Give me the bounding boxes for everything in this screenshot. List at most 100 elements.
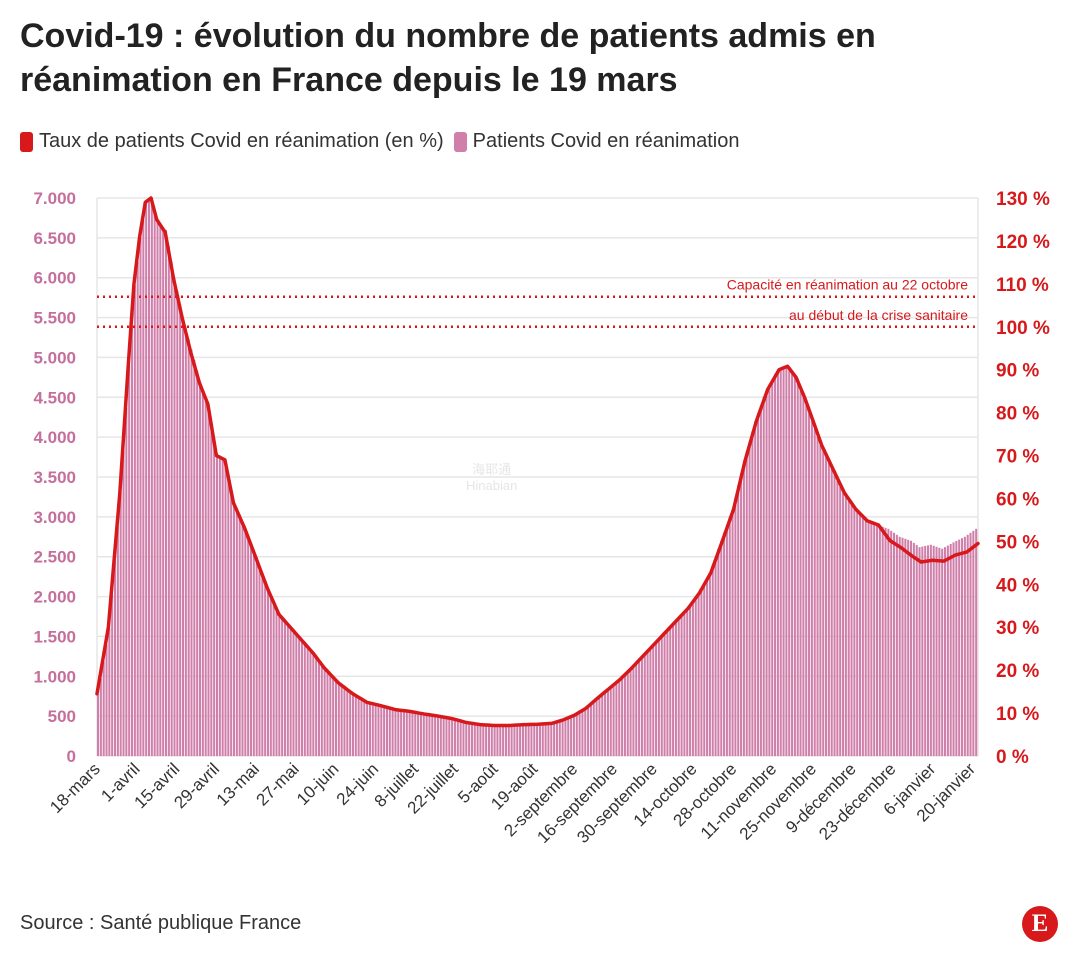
patients-bar [190,349,193,756]
chart-title: Covid-19 : évolution du nombre de patien… [20,17,876,99]
legend-item-rate: Taux de patients Covid en réanimation (e… [20,130,444,153]
patients-bar [728,516,731,756]
legend-item-patients: Patients Covid en réanimation [453,130,740,153]
patients-bar [915,545,918,756]
patients-bar [825,457,828,756]
watermark-line2: Hinabian [466,478,518,493]
patients-bar [499,725,502,756]
patients-bar [904,538,907,756]
patients-bar [349,691,352,756]
patients-bar [278,612,281,756]
patients-bar [544,723,547,756]
patients-bar [374,704,377,756]
reference-line-label: au début de la crise sanitaire [789,307,968,323]
patients-bar [708,572,711,756]
left-tick-label: 3.500 [33,468,76,487]
patients-bar [102,661,105,756]
patients-bar [861,517,864,756]
patients-bar [252,549,255,756]
patients-bar [813,429,816,756]
patients-bar [895,534,898,756]
patients-bar [785,366,788,756]
patients-bar [640,656,643,756]
left-tick-label: 3.000 [33,508,76,527]
patients-bar [742,461,745,756]
patients-bar [136,261,139,756]
patients-bar [638,659,641,756]
patients-bar [669,626,672,756]
patients-bar [482,724,485,756]
right-tick-label: 50 % [996,532,1039,553]
patients-bar [139,237,142,757]
patients-bar [184,328,187,756]
patients-bar [759,405,762,756]
patients-bar [725,524,728,756]
patients-bar [422,713,425,756]
patients-bar [249,542,253,756]
patients-bar [867,521,870,756]
right-tick-label: 100 % [996,318,1050,339]
patients-bar [385,707,388,756]
patients-bar [473,723,476,756]
patients-bar [618,679,621,756]
patients-bar [300,640,303,756]
patients-bar [751,431,754,756]
patients-bar [431,715,434,756]
patients-bar [476,724,479,756]
patients-bar [128,365,131,756]
patients-bar [366,701,369,756]
patients-bar [108,628,111,756]
patients-bar [564,718,567,756]
legend-rate-label: Taux de patients Covid en réanimation (e… [39,130,444,152]
patients-bar [567,717,570,756]
patients-bar [853,508,856,756]
patients-bar [927,545,930,756]
patients-bar [870,522,873,756]
patients-bar [289,628,292,756]
patients-bar [601,693,604,756]
patients-bar [150,198,153,756]
patients-bar [572,715,575,756]
patients-bar [405,711,408,756]
patients-bar [663,632,666,756]
left-tick-label: 2.500 [33,548,76,567]
patients-bar [176,291,179,756]
patients-bar [281,616,284,756]
x-tick-label: 18-mars [46,759,104,817]
patients-bar [329,674,332,756]
patients-bar [686,608,689,756]
patients-bar [711,564,714,756]
patients-bar [592,701,595,756]
right-axis: 0 % 10 % 20 % 30 % 40 % 50 % 60 % 70 % 80 % 90 % 1… [996,189,1050,768]
patients-bar [555,721,558,756]
patients-bar [589,703,592,756]
patients-bar [479,724,482,756]
patients-bar [434,715,437,756]
patients-bar [317,661,320,756]
patients-bar [485,724,488,756]
patients-bar [521,724,524,756]
patients-bar [400,710,403,756]
patients-bar [451,718,454,756]
patients-bar [519,724,522,756]
patients-bar [541,723,544,756]
patients-bar [397,710,400,756]
patients-bar [368,702,371,756]
patients-bar [510,725,513,756]
patients-bar [734,496,737,756]
x-tick-label: 29-avril [170,759,223,812]
patients-bar [470,723,473,756]
patients-bar [941,548,944,756]
patients-bar [490,725,493,756]
patients-bar [672,623,675,756]
patients-bar [114,560,117,756]
x-tick-label: 27-mai [253,759,303,809]
patients-bar [561,720,564,756]
patients-bar [326,671,329,756]
patients-bar [153,209,156,757]
patients-bar [179,304,182,756]
patients-bar [958,539,961,756]
legend-line-swatch [20,131,33,152]
patients-bar [125,407,128,756]
patients-bar [439,716,442,756]
